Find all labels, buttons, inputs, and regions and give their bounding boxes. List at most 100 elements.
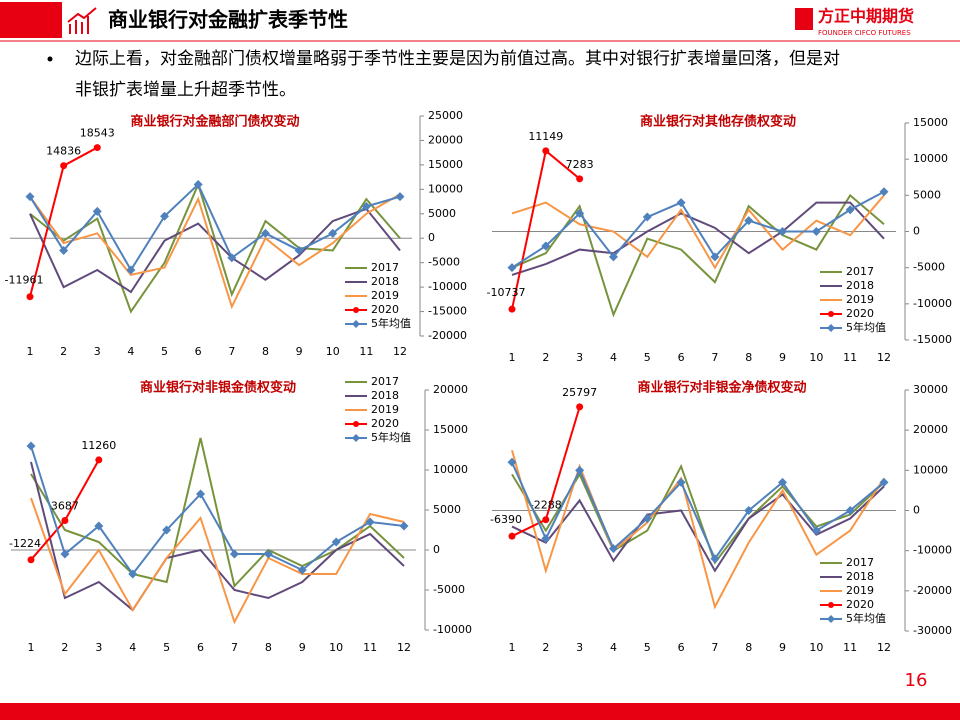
point [778,227,788,236]
x-tick-label: 9 [296,345,303,358]
x-tick-label: 5 [161,345,168,358]
point [710,554,720,564]
bullet-text: 非银扩表增量上升超季节性。 [75,80,296,100]
x-tick-label: 1 [27,345,34,358]
x-tick-label: 6 [678,351,685,364]
legend-label: 2019 [846,584,874,597]
point [365,517,375,527]
series-line [511,201,885,276]
series-line [511,461,885,561]
y-tick-label: -20000 [428,329,467,342]
point [744,506,754,515]
y-tick-label: -5000 [913,261,945,274]
chart-title: 商业银行对其他存债权变动 [640,114,796,130]
series-line [29,193,401,310]
point [744,216,754,226]
point [27,556,35,564]
series-line [511,194,885,270]
y-tick-label: 5000 [433,503,461,516]
point [60,162,68,170]
y-tick-label: -30000 [913,624,952,637]
point [879,187,889,197]
data-label: -10737 [487,286,526,299]
point [25,192,35,202]
x-tick-label: 12 [393,345,407,358]
y-tick-label: 10000 [913,463,948,476]
y-tick-label: 0 [433,543,440,556]
y-tick-label: 10000 [428,182,463,195]
title-bar [0,2,62,38]
series-line [29,207,401,294]
y-tick-label: 0 [913,504,920,517]
series-line [511,190,885,269]
y-tick-label: 5000 [913,188,941,201]
point [196,489,206,499]
logo-mark [795,8,813,30]
point [845,205,855,215]
x-tick-label: 12 [397,641,411,654]
point [160,211,170,221]
y-tick-label: 20000 [428,133,463,146]
y-tick-label: -20000 [913,584,952,597]
point [710,252,720,262]
x-tick-label: 3 [576,641,583,654]
x-tick-label: 10 [809,641,823,654]
x-tick-label: 8 [745,641,752,654]
title-icon [67,7,97,34]
point [541,534,551,544]
point [676,198,686,208]
y-tick-label: -10000 [428,280,467,293]
legend-label: 2017 [846,265,874,278]
data-label: 3687 [51,500,79,513]
y-tick-label: -10000 [913,544,952,557]
bullet-text: 边际上看，对金融部门债权增量略弱于季节性主要是因为前值过高。其中对银行扩表增量回… [75,49,840,69]
point [845,506,855,515]
y-tick-label: 10000 [913,152,948,165]
point [26,293,34,301]
point [575,465,585,475]
x-tick-label: 11 [843,351,857,364]
x-tick-label: 11 [359,345,373,358]
point [193,179,203,189]
y-tick-label: 25000 [428,109,463,122]
point [575,208,585,218]
x-tick-label: 10 [329,641,343,654]
legend-label: 2019 [371,403,399,416]
legend-label: 2019 [846,293,874,306]
x-tick-label: 7 [711,351,718,364]
logo: 方正中期期货 [818,7,914,26]
legend-label: 2017 [846,556,874,569]
data-label: -2288 [530,499,562,512]
x-tick-label: 12 [877,641,891,654]
point [227,253,237,263]
logo-en: FOUNDER CIFCO FUTURES [818,29,911,37]
x-tick-label: 8 [265,641,272,654]
footer-bar [0,703,960,720]
x-tick-label: 3 [576,351,583,364]
x-tick-label: 11 [363,641,377,654]
legend-marker [353,421,359,427]
y-tick-label: -5000 [428,256,460,269]
point [92,206,102,216]
legend-label: 2018 [371,275,399,288]
y-tick-label: 5000 [428,207,456,220]
y-tick-label: -15000 [428,305,467,318]
page-number: 16 [905,670,928,691]
y-tick-label: 15000 [913,116,948,129]
point [508,305,516,313]
legend-label: 2020 [371,303,399,316]
point [608,252,618,262]
x-tick-label: 4 [127,345,134,358]
x-tick-label: 2 [542,641,549,654]
x-tick-label: 8 [745,351,752,364]
y-tick-label: -10000 [913,297,952,310]
x-tick-label: 7 [228,345,235,358]
x-tick-label: 12 [877,351,891,364]
point [508,532,516,540]
data-label: -1224 [9,537,41,550]
legend-marker [353,307,359,313]
data-label: 25797 [562,386,597,399]
x-tick-label: 2 [60,345,67,358]
y-tick-label: 0 [913,225,920,238]
legend-label: 5年均值 [371,316,411,330]
